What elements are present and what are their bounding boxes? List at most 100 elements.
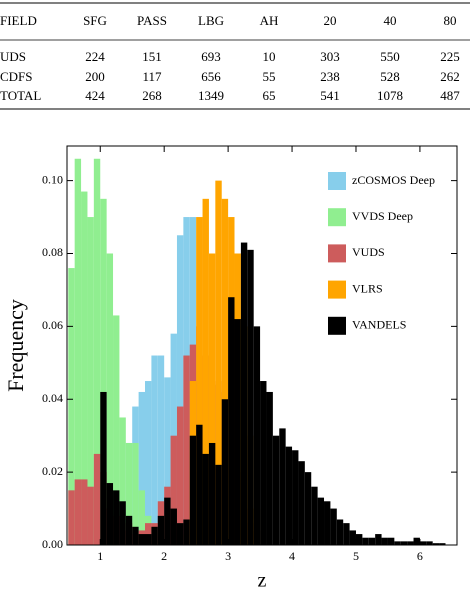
legend-label: zCOSMOS Deep bbox=[352, 173, 435, 187]
x-tick-label: 6 bbox=[417, 549, 423, 563]
bar bbox=[439, 543, 446, 545]
bar bbox=[215, 464, 222, 545]
table-cell: 65 bbox=[263, 88, 276, 103]
legend-swatch bbox=[328, 244, 346, 263]
bar bbox=[164, 497, 171, 545]
bar bbox=[253, 326, 261, 545]
bar bbox=[170, 435, 177, 545]
bar bbox=[247, 249, 254, 546]
legend-swatch bbox=[328, 172, 346, 190]
bar bbox=[145, 381, 152, 545]
bar bbox=[343, 523, 350, 545]
bar bbox=[221, 198, 229, 545]
bar bbox=[119, 501, 126, 545]
y-tick-label: 0.02 bbox=[42, 464, 63, 478]
table-header: 40 bbox=[384, 13, 397, 28]
bar bbox=[292, 450, 299, 545]
bar bbox=[381, 537, 388, 545]
table-cell: 1349 bbox=[198, 88, 224, 103]
bar bbox=[176, 235, 184, 545]
bar bbox=[202, 453, 209, 545]
bar bbox=[362, 537, 369, 545]
bar bbox=[336, 519, 344, 545]
bar bbox=[298, 461, 305, 545]
bar bbox=[176, 523, 184, 545]
bar bbox=[138, 534, 145, 545]
y-tick-label: 0.04 bbox=[42, 391, 63, 405]
table-cell: UDS bbox=[0, 49, 26, 64]
bar bbox=[208, 442, 216, 545]
table-cell: 656 bbox=[201, 69, 221, 84]
legend-label: VANDELS bbox=[352, 318, 406, 332]
bar bbox=[413, 537, 420, 545]
bar bbox=[170, 508, 177, 545]
table-header: LBG bbox=[198, 13, 224, 28]
y-axis-label: Frequency bbox=[3, 299, 28, 392]
x-tick-label: 1 bbox=[97, 549, 103, 563]
legend-swatch bbox=[328, 280, 346, 299]
y-tick-label: 0.00 bbox=[42, 537, 63, 551]
table-cell: 1078 bbox=[377, 88, 403, 103]
bar bbox=[202, 198, 209, 545]
bar bbox=[432, 543, 440, 545]
bar bbox=[183, 519, 190, 545]
table-cell: 528 bbox=[380, 69, 400, 84]
table-cell: 225 bbox=[440, 49, 460, 64]
bar bbox=[196, 424, 203, 545]
bar bbox=[151, 526, 158, 545]
table-cell: 200 bbox=[85, 69, 105, 84]
bar bbox=[125, 515, 133, 545]
bar bbox=[93, 158, 101, 545]
bar bbox=[87, 217, 94, 545]
bar bbox=[285, 446, 293, 545]
legend-label: VLRS bbox=[352, 281, 383, 295]
table-cell: 424 bbox=[85, 88, 105, 103]
bar bbox=[279, 428, 286, 545]
bar bbox=[375, 534, 382, 545]
table-cell: 693 bbox=[201, 49, 221, 64]
table-header: 80 bbox=[444, 13, 457, 28]
bar bbox=[183, 355, 190, 545]
table-cell: 10 bbox=[263, 49, 276, 64]
bar bbox=[189, 435, 197, 545]
bar bbox=[81, 191, 88, 545]
bar bbox=[138, 391, 145, 545]
legend-label: VVDS Deep bbox=[352, 209, 413, 223]
x-axis-label: z bbox=[258, 570, 267, 592]
bar bbox=[324, 501, 331, 545]
bar bbox=[113, 490, 120, 545]
y-tick-label: 0.08 bbox=[42, 245, 63, 259]
bar bbox=[157, 515, 165, 545]
bar bbox=[349, 530, 356, 545]
bar bbox=[208, 253, 216, 545]
x-tick-label: 5 bbox=[353, 549, 359, 563]
bar bbox=[157, 355, 165, 545]
bar bbox=[176, 406, 184, 545]
bar bbox=[106, 483, 114, 545]
bar bbox=[228, 297, 235, 545]
plot bbox=[66, 145, 458, 546]
table-cell: 224 bbox=[85, 49, 105, 64]
table-cell: 55 bbox=[263, 69, 276, 84]
bar bbox=[81, 479, 88, 545]
bar bbox=[426, 541, 433, 545]
table-cell: 487 bbox=[440, 88, 460, 103]
table-header: 20 bbox=[324, 13, 337, 28]
bar bbox=[113, 315, 120, 545]
bar bbox=[234, 319, 241, 545]
bar bbox=[317, 497, 325, 545]
bar bbox=[132, 526, 139, 545]
bar bbox=[419, 541, 427, 545]
bar bbox=[221, 399, 229, 545]
table-header: PASS bbox=[137, 13, 167, 28]
bar bbox=[119, 417, 126, 545]
bar bbox=[240, 242, 248, 545]
y-tick-label: 0.10 bbox=[42, 172, 63, 186]
table-cell: 262 bbox=[440, 69, 460, 84]
bar bbox=[196, 217, 203, 545]
x-tick-label: 4 bbox=[289, 549, 295, 563]
table-cell: TOTAL bbox=[0, 88, 41, 103]
bar bbox=[400, 541, 408, 545]
bar bbox=[266, 391, 273, 545]
